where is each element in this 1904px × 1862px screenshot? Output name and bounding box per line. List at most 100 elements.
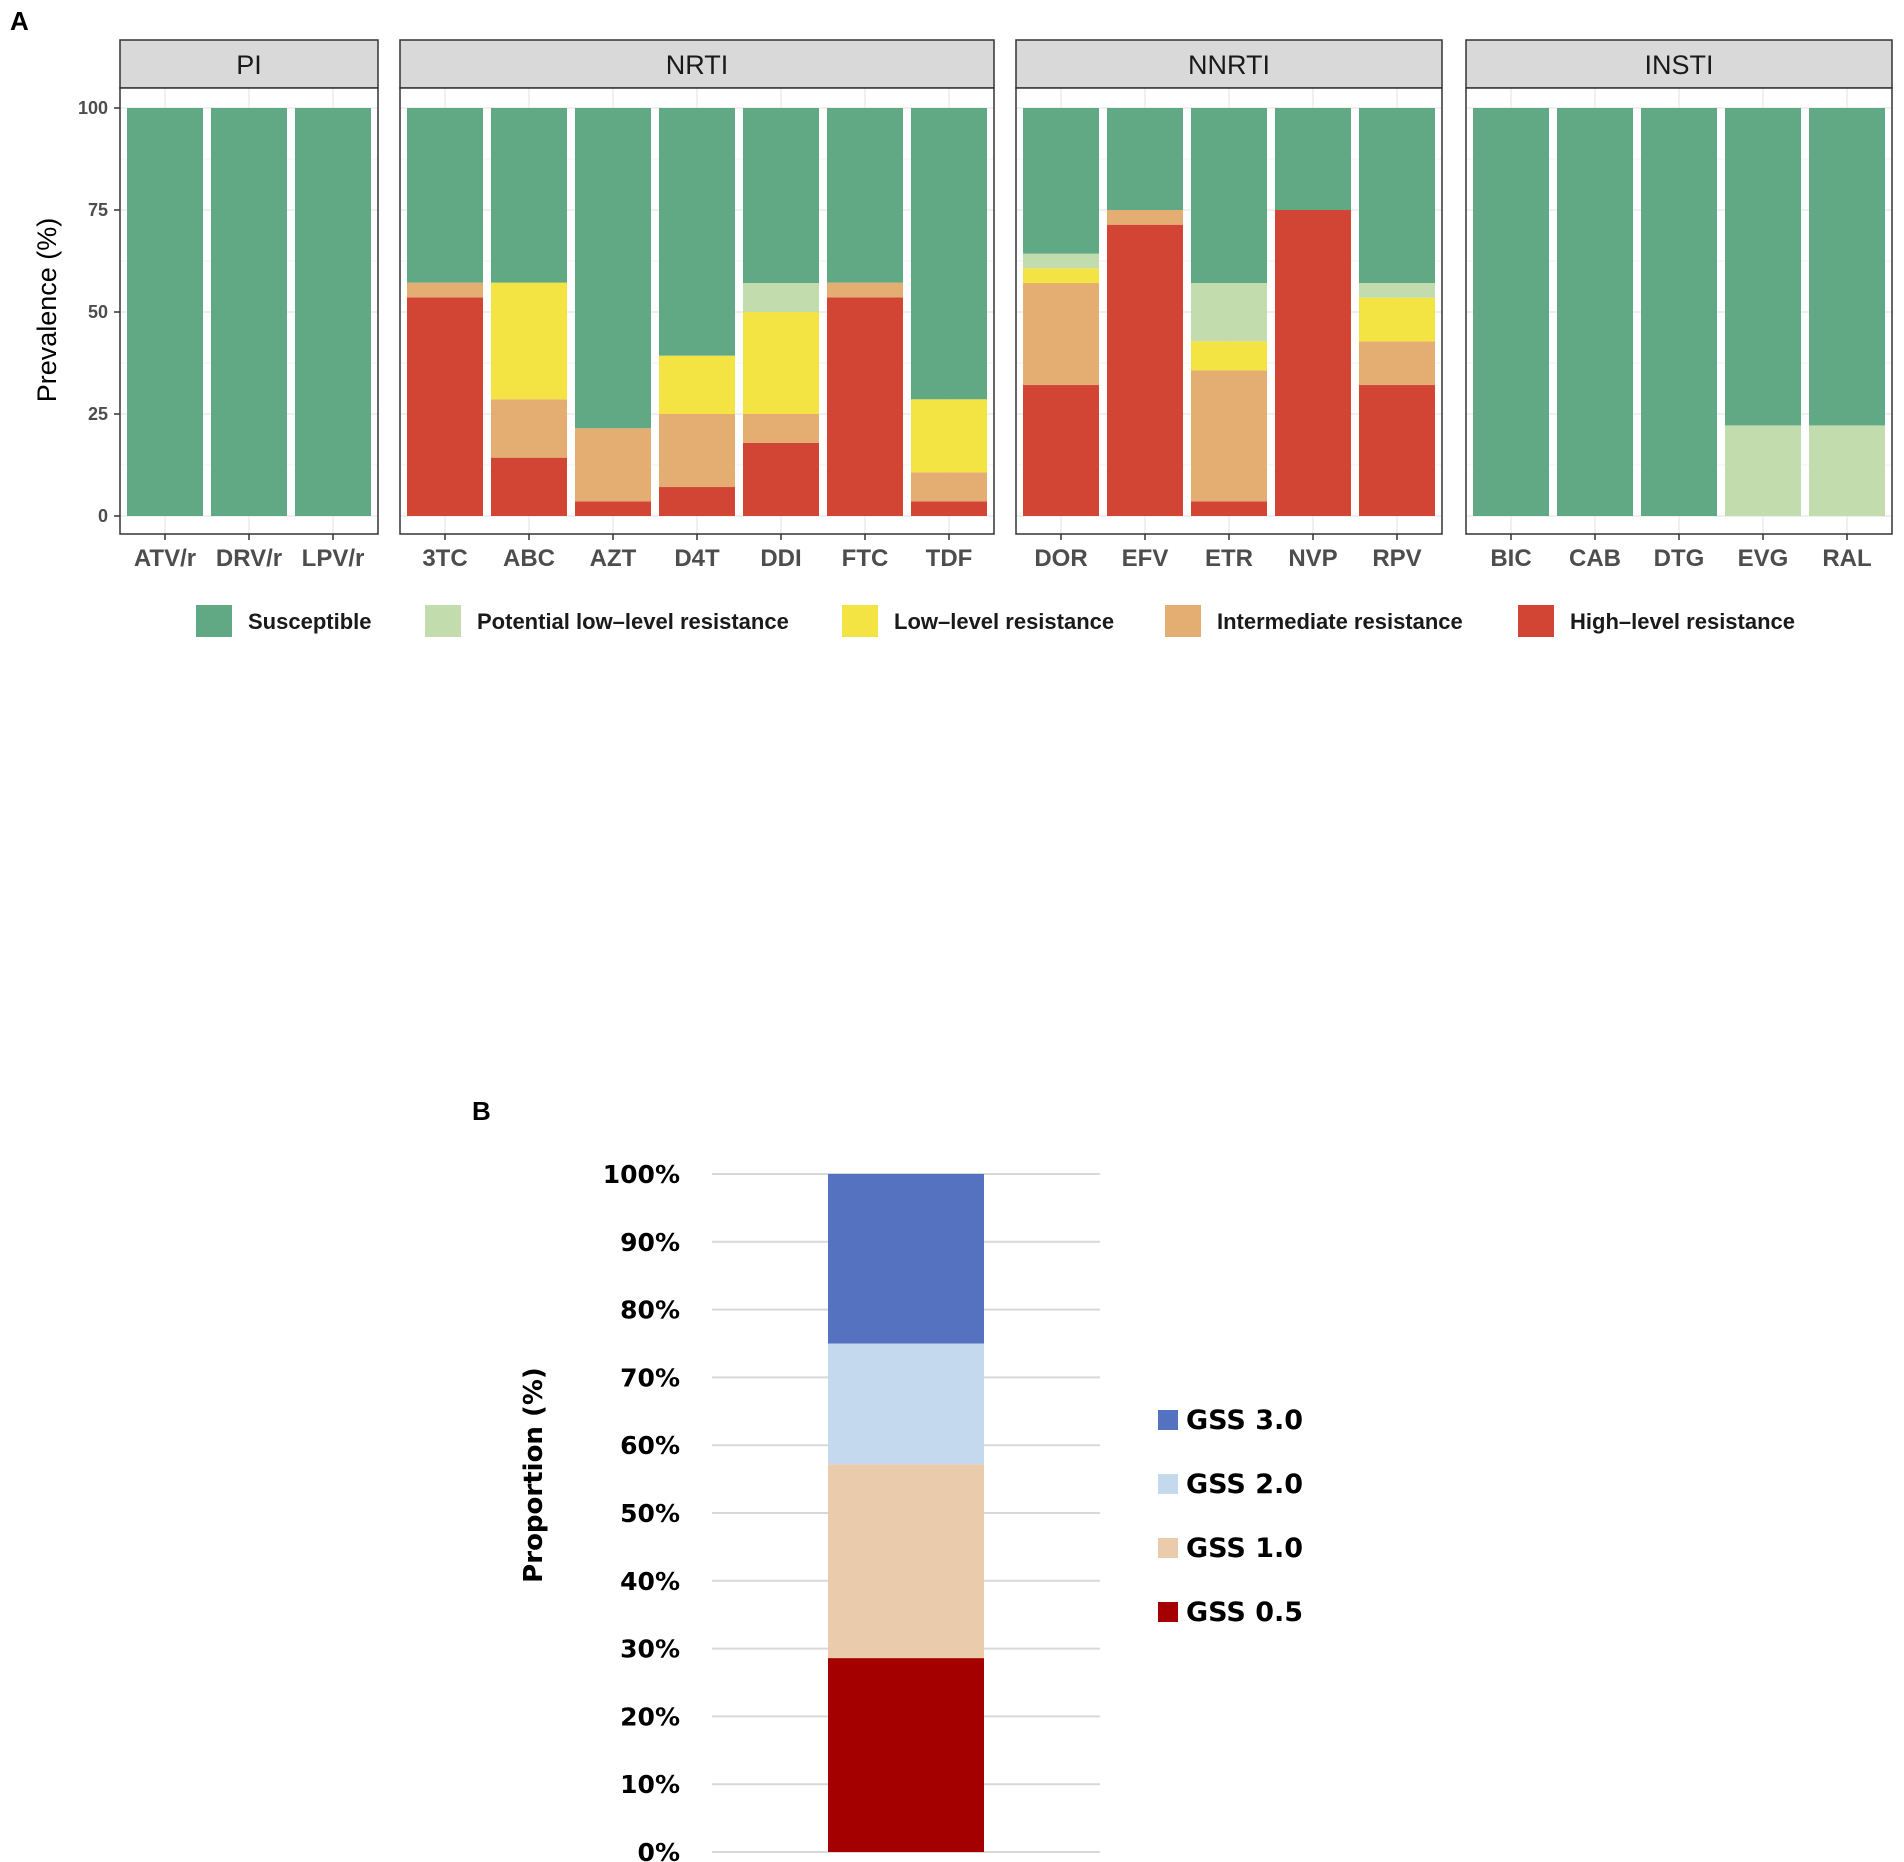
x-tick-label: RAL — [1822, 545, 1871, 572]
bar-ddi-susceptible — [743, 108, 819, 284]
y-tick-label: 50 — [88, 302, 108, 322]
bar-ddi-potential-low-level-resistance — [743, 283, 819, 312]
x-tick-label: ATV/r — [134, 545, 196, 572]
bar-ddi-high-level-resistance — [743, 442, 819, 516]
x-tick-label: AZT — [590, 545, 637, 572]
bar-ral-potential-low-level-resistance — [1809, 425, 1885, 516]
y-tick-label: 100 — [78, 98, 108, 118]
bar-efv-high-level-resistance — [1107, 224, 1183, 517]
y-axis-title-b: Proportion (%) — [519, 1367, 549, 1583]
bar-azt-susceptible — [575, 108, 651, 429]
y-axis-title-a: Prevalence (%) — [32, 218, 62, 403]
segment-gss-1-0 — [828, 1464, 984, 1659]
y-tick-label: 25 — [88, 404, 108, 424]
segment-gss-0-5 — [828, 1658, 984, 1852]
bar-etr-low-level-resistance — [1191, 341, 1267, 371]
bar-efv-susceptible — [1107, 108, 1183, 210]
bar-etr-high-level-resistance — [1191, 501, 1267, 516]
facet-strip — [1015, 39, 1443, 89]
bar-ftc-susceptible — [827, 108, 903, 283]
legend-swatch-susceptible — [196, 605, 232, 637]
panel-label-a: A — [10, 6, 29, 36]
y-tick-label-b: 20% — [620, 1702, 680, 1731]
facet-border — [1465, 87, 1893, 535]
x-tick-label: FTC — [842, 545, 889, 572]
facet-border — [1015, 87, 1443, 535]
bar-dor-potential-low-level-resistance — [1023, 253, 1099, 269]
bar-ral-susceptible — [1809, 108, 1885, 426]
bar-atv-r-susceptible — [127, 108, 203, 516]
bar-3tc-high-level-resistance — [407, 297, 483, 516]
facet-nrti: NRTI 3TC ABC AZT D4T DDI FTC TDF — [399, 39, 995, 572]
legend-swatch-intermediate-resistance — [1165, 605, 1201, 637]
bar-efv-intermediate-resistance — [1107, 210, 1183, 225]
legend-label-potential-low-level-resistance: Potential low–level resistance — [477, 609, 789, 634]
chart-a: A Prevalence (%) PI ATV/r DRV/r LPV/r NRTI 3T… — [10, 6, 1893, 637]
y-tick-label-b: 100% — [603, 1160, 680, 1189]
x-tick-label: D4T — [674, 545, 720, 572]
bar-tdf-intermediate-resistance — [911, 472, 987, 502]
bar-cab-susceptible — [1557, 108, 1633, 516]
bar-evg-susceptible — [1725, 108, 1801, 426]
facet-strip-label: NNRTI — [1188, 50, 1270, 80]
segment-gss-2-0 — [828, 1343, 984, 1465]
legend-swatch-gss-3-0 — [1158, 1410, 1178, 1430]
x-tick-label: BIC — [1490, 545, 1531, 572]
y-tick-label-b: 90% — [620, 1228, 680, 1257]
bar-dtg-susceptible — [1641, 108, 1717, 516]
facet-strip — [119, 39, 379, 89]
legend-label-gss-3-0: GSS 3.0 — [1186, 1405, 1303, 1436]
bar-dor-intermediate-resistance — [1023, 283, 1099, 386]
bar-d4t-susceptible — [659, 108, 735, 356]
bar-rpv-low-level-resistance — [1359, 297, 1435, 342]
bar-evg-potential-low-level-resistance — [1725, 425, 1801, 516]
facet-strip-label: NRTI — [666, 50, 729, 80]
facet-border — [119, 87, 379, 535]
bar-rpv-high-level-resistance — [1359, 385, 1435, 516]
x-tick-label: EVG — [1738, 545, 1789, 572]
x-tick-label: RPV — [1372, 545, 1421, 572]
y-tick-label-b: 80% — [620, 1296, 680, 1325]
legend-label-high-level-resistance: High–level resistance — [1570, 609, 1795, 634]
bar-abc-intermediate-resistance — [491, 399, 567, 458]
bar-nvp-susceptible — [1275, 108, 1351, 210]
x-tick-label: EFV — [1122, 545, 1169, 572]
segment-gss-3-0 — [828, 1174, 984, 1344]
x-tick-label: LPV/r — [302, 545, 365, 572]
x-tick-label: DRV/r — [216, 545, 282, 572]
bar-azt-intermediate-resistance — [575, 428, 651, 502]
facet-strip-label: INSTI — [1644, 50, 1713, 80]
x-tick-label: ETR — [1205, 545, 1253, 572]
bar-d4t-low-level-resistance — [659, 355, 735, 414]
legend-b: GSS 3.0 GSS 2.0 GSS 1.0 GSS 0.5 — [1158, 1405, 1303, 1628]
bar-rpv-susceptible — [1359, 108, 1435, 284]
y-ticks-a: 0 25 50 75 100 — [78, 98, 120, 526]
x-tick-label: CAB — [1569, 545, 1621, 572]
bar-3tc-intermediate-resistance — [407, 282, 483, 298]
legend-swatch-high-level-resistance — [1518, 605, 1554, 637]
facets-group: PI ATV/r DRV/r LPV/r NRTI 3TC ABC AZT D4T DDI FTC T… — [78, 39, 1893, 572]
bar-tdf-susceptible — [911, 108, 987, 400]
legend-label-gss-0-5: GSS 0.5 — [1186, 1597, 1303, 1628]
x-tick-label: NVP — [1288, 545, 1337, 572]
y-tick-label: 0 — [98, 506, 108, 526]
y-tick-label-b: 40% — [620, 1567, 680, 1596]
y-tick-label-b: 70% — [620, 1363, 680, 1392]
y-tick-label-b: 50% — [620, 1499, 680, 1528]
x-tick-label: ABC — [503, 545, 555, 572]
bar-3tc-susceptible — [407, 108, 483, 283]
bar-tdf-low-level-resistance — [911, 399, 987, 473]
legend-swatch-low-level-resistance — [842, 605, 878, 637]
legend-label-low-level-resistance: Low–level resistance — [894, 609, 1114, 634]
legend-swatch-gss-0-5 — [1158, 1602, 1178, 1622]
facet-strip — [399, 39, 995, 89]
bar-ftc-intermediate-resistance — [827, 282, 903, 298]
legend-a: Susceptible Potential low–level resistanc… — [196, 605, 1795, 637]
legend-label-susceptible: Susceptible — [248, 609, 371, 634]
panel-label-b: B — [472, 1096, 491, 1126]
facet-border — [399, 87, 995, 535]
y-tick-label-b: 60% — [620, 1431, 680, 1460]
bar-azt-high-level-resistance — [575, 501, 651, 516]
x-tick-label: DDI — [760, 545, 801, 572]
